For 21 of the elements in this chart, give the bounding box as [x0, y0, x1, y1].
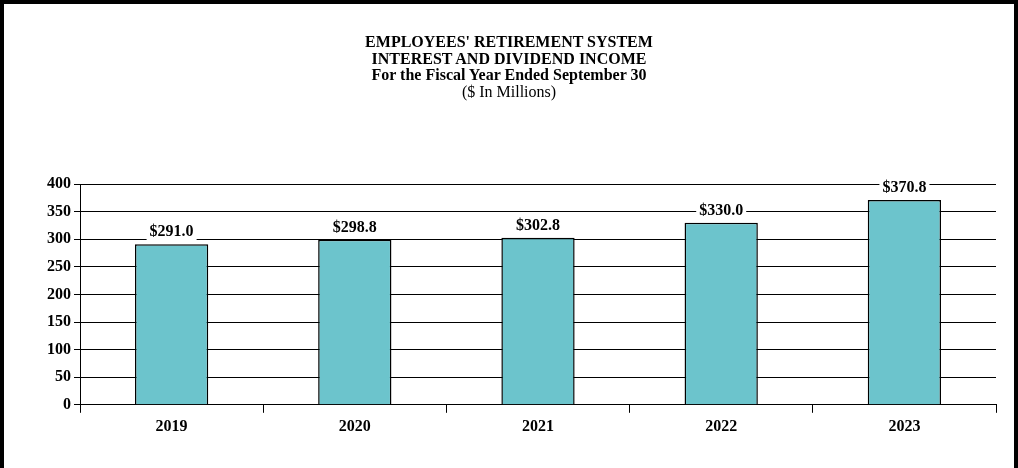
- chart-subtitle: ($ In Millions): [460, 82, 557, 100]
- x-tick-label: 2020: [338, 416, 371, 434]
- y-tick-label: 200: [47, 284, 71, 302]
- y-tick-label: 100: [47, 339, 71, 357]
- x-tick-label: 2023: [888, 416, 921, 434]
- y-tick-label: 300: [47, 229, 71, 247]
- y-tick-label: 400: [47, 174, 71, 192]
- data-label: $298.8: [332, 218, 377, 235]
- x-tick-label: 2022: [705, 416, 738, 434]
- y-tick-label: 50: [55, 367, 71, 385]
- data-label: $302.8: [516, 215, 560, 233]
- y-tick-label: 250: [47, 256, 71, 274]
- data-label: $330.0: [699, 200, 744, 218]
- data-label: $370.8: [882, 178, 927, 196]
- y-tick-label: 0: [63, 394, 71, 412]
- y-tick-label: 150: [47, 312, 71, 330]
- y-tick-label: 350: [47, 201, 71, 219]
- data-label: $291.0: [149, 222, 194, 240]
- chart-title: EMPLOYEES' RETIREMENT SYSTEM INTEREST AND DIVIDEND INCOME For the Fiscal Year Ended September 30: [364, 33, 654, 84]
- x-tick-label: 2019: [155, 416, 188, 434]
- x-tick-label: 2021: [522, 416, 554, 434]
